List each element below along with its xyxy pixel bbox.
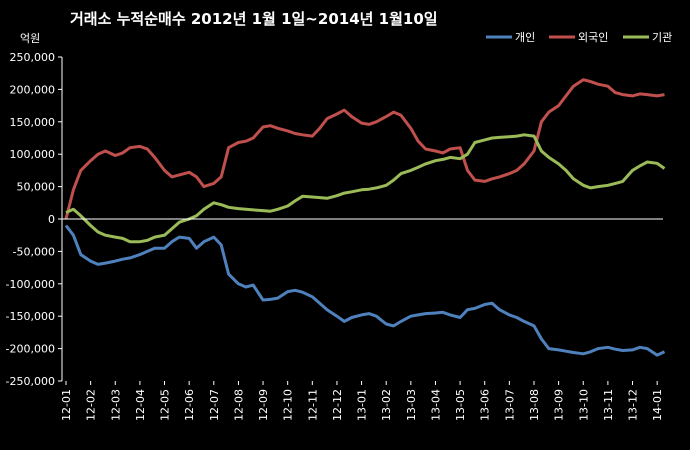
- x-tick-label: 12-05: [159, 389, 172, 421]
- y-tick-label: -150,000: [6, 310, 55, 323]
- y-tick-label: 50,000: [17, 181, 56, 194]
- legend-label-foreign: 외국인: [578, 31, 608, 44]
- legend: 개인 외국인 기관: [486, 31, 672, 44]
- x-tick-label: 13-12: [627, 389, 640, 421]
- x-tick-label: 13-01: [356, 389, 369, 421]
- legend-item-foreign: 외국인: [549, 31, 608, 44]
- legend-item-individual: 개인: [486, 31, 535, 44]
- x-tick-label: 12-01: [60, 389, 73, 421]
- y-tick-label: -50,000: [13, 245, 55, 258]
- x-tick-label: 13-11: [602, 389, 615, 421]
- x-tick-label: 12-10: [282, 389, 295, 421]
- y-tick-label: 0: [48, 213, 55, 226]
- x-tick-label: 13-08: [528, 389, 541, 421]
- y-tick-label: 100,000: [10, 148, 56, 161]
- plot-area: 250,000 200,000 150,000 100,000 50,000 0 -50,0…: [6, 51, 666, 421]
- x-tick-label: 12-11: [306, 389, 319, 421]
- x-tick-label: 13-02: [380, 389, 393, 421]
- legend-label-individual: 개인: [515, 31, 535, 44]
- x-tick-label: 13-10: [577, 389, 590, 421]
- y-tick-label: -100,000: [6, 278, 55, 291]
- legend-label-institution: 기관: [652, 31, 672, 44]
- series-line-individual: [64, 224, 666, 357]
- series-line-institution: [65, 133, 666, 244]
- legend-item-institution: 기관: [623, 31, 672, 44]
- y-tick-label: 250,000: [10, 51, 56, 64]
- x-tick-label: 12-09: [257, 389, 270, 421]
- y-tick-label: 150,000: [10, 116, 56, 129]
- x-tick-label: 13-06: [479, 389, 492, 421]
- x-tick-label: 13-09: [553, 389, 566, 421]
- x-tick-label: 12-07: [208, 389, 221, 421]
- series-line-foreign: [64, 78, 665, 220]
- series-layer: [64, 78, 666, 357]
- x-tick-label: 12-06: [183, 389, 196, 421]
- x-tick-label: 12-04: [134, 389, 147, 421]
- x-tick-label: 13-05: [454, 389, 467, 421]
- y-tick-label: -200,000: [6, 343, 55, 356]
- chart-title: 거래소 누적순매수 2012년 1월 1일~2014년 1월10일: [70, 10, 438, 28]
- x-axis-ticks: 12-01 12-02 12-03 12-04 12-05 12-06 12-07 12-08…: [60, 381, 664, 421]
- x-tick-label: 13-03: [405, 389, 418, 421]
- y-tick-label: 200,000: [10, 83, 56, 96]
- x-tick-label: 13-04: [429, 389, 442, 421]
- x-tick-label: 12-02: [85, 389, 98, 421]
- y-unit-label: 억원: [20, 32, 40, 45]
- x-tick-label: 13-07: [503, 389, 516, 421]
- x-tick-label: 12-12: [331, 389, 344, 421]
- x-tick-label: 12-08: [232, 389, 245, 421]
- y-tick-label: -250,000: [6, 375, 55, 388]
- x-tick-label: 12-03: [109, 389, 122, 421]
- x-tick-label: 14-01: [651, 389, 664, 421]
- y-axis-ticks: 250,000 200,000 150,000 100,000 50,000 0 -50,0…: [6, 51, 62, 388]
